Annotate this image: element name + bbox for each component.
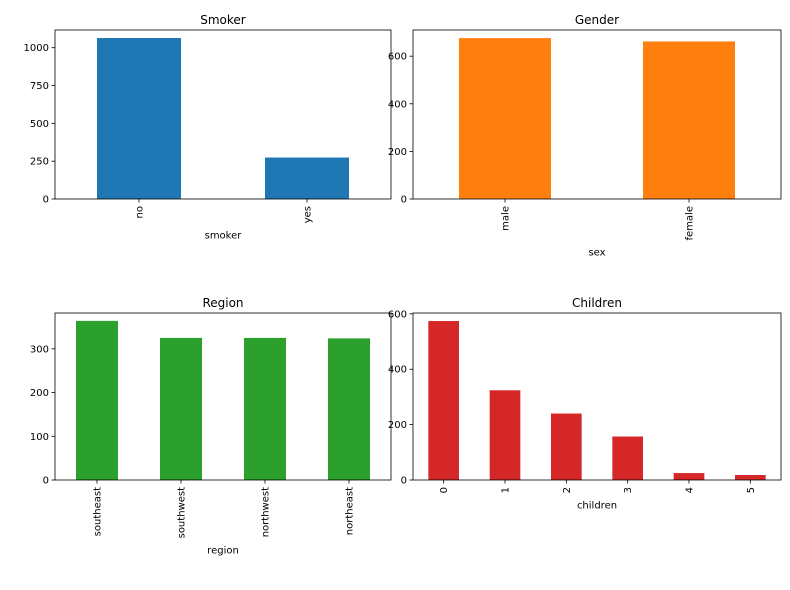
axes-frame xyxy=(54,29,392,200)
x-tick-label: 2 xyxy=(562,487,573,493)
bar-0 xyxy=(428,321,459,480)
x-tick-label: southwest xyxy=(177,487,188,538)
x-tick-label: 1 xyxy=(501,487,512,493)
y-tick-label: 0 xyxy=(43,195,49,206)
bar-5 xyxy=(735,475,766,480)
bar-1 xyxy=(489,390,521,480)
y-tick-label: 200 xyxy=(388,147,407,158)
y-tick-label: 600 xyxy=(388,309,407,320)
subplot-smoker: 0 250 500 750 1000 no yes Smoker smoker xyxy=(24,13,392,241)
axes-frame xyxy=(412,312,782,481)
subplot-region: 0 100 200 300 southeast southwest northwest nor… xyxy=(30,296,392,556)
y-tick-label: 500 xyxy=(30,119,49,130)
bar-female xyxy=(643,41,735,199)
x-axis-label: region xyxy=(207,545,239,556)
bar-yes xyxy=(265,157,349,199)
x-tick-label: southeast xyxy=(93,487,104,536)
x-axis-label: sex xyxy=(588,247,605,258)
chart-title: Children xyxy=(572,296,622,310)
chart-title: Region xyxy=(202,296,243,310)
y-tick-label: 0 xyxy=(43,476,49,487)
y-tick-label: 750 xyxy=(30,81,49,92)
bar-3 xyxy=(612,436,643,480)
bar-northwest xyxy=(244,337,286,480)
x-tick-label: no xyxy=(135,206,146,218)
y-tick-label: 0 xyxy=(401,476,407,487)
y-tick-label: 400 xyxy=(388,365,407,376)
bar-no xyxy=(97,38,181,199)
y-tick-label: 600 xyxy=(388,52,407,63)
y-tick-label: 200 xyxy=(388,420,407,431)
bar-northeast xyxy=(328,338,370,480)
axes-frame xyxy=(54,312,392,481)
y-tick-label: 0 xyxy=(401,195,407,206)
x-tick-label: 3 xyxy=(623,487,634,493)
x-tick-label: northwest xyxy=(261,487,272,537)
x-tick-label: northeast xyxy=(345,487,356,535)
x-tick-label: 4 xyxy=(685,487,696,493)
bar-2 xyxy=(551,413,582,480)
chart-title: Smoker xyxy=(200,13,246,27)
subplot-gender: 0 200 400 600 male female Gender sex xyxy=(388,13,782,258)
y-tick-label: 100 xyxy=(30,432,49,443)
x-tick-label: 0 xyxy=(439,487,450,493)
y-tick-label: 400 xyxy=(388,99,407,110)
y-tick-label: 1000 xyxy=(24,43,49,54)
axes-frame xyxy=(412,29,782,200)
subplot-children: 0 200 400 600 0 1 2 3 4 5 Children children xyxy=(388,296,782,511)
y-tick-label: 250 xyxy=(30,157,49,168)
bar-male xyxy=(459,38,551,199)
bar-southwest xyxy=(160,337,202,480)
x-tick-label: yes xyxy=(303,206,314,223)
y-tick-label: 200 xyxy=(30,388,49,399)
x-tick-label: male xyxy=(501,206,512,231)
y-tick-label: 300 xyxy=(30,344,49,355)
x-axis-label: smoker xyxy=(205,230,243,241)
chart-title: Gender xyxy=(575,13,619,27)
bar-southeast xyxy=(76,320,118,480)
x-axis-label: children xyxy=(577,500,617,511)
x-tick-label: 5 xyxy=(746,487,757,493)
bar-4 xyxy=(673,473,705,480)
x-tick-label: female xyxy=(685,206,696,240)
